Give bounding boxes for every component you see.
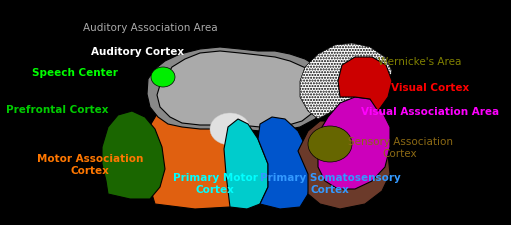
Polygon shape: [298, 122, 390, 209]
Ellipse shape: [308, 126, 352, 162]
Text: Visual Association Area: Visual Association Area: [361, 106, 499, 117]
Polygon shape: [224, 119, 268, 209]
Polygon shape: [338, 58, 392, 112]
Text: Primary Motor
Cortex: Primary Motor Cortex: [173, 173, 258, 194]
Ellipse shape: [210, 113, 250, 145]
Text: Sensory Association
Cortex: Sensory Association Cortex: [347, 137, 453, 158]
Text: Prefrontal Cortex: Prefrontal Cortex: [6, 105, 108, 115]
Text: Auditory Association Area: Auditory Association Area: [83, 23, 217, 33]
Ellipse shape: [151, 68, 175, 88]
Text: Wernicke's Area: Wernicke's Area: [378, 57, 461, 67]
Text: Motor Association
Cortex: Motor Association Cortex: [37, 153, 143, 175]
Text: Visual Cortex: Visual Cortex: [391, 83, 469, 93]
Polygon shape: [300, 44, 392, 119]
Polygon shape: [147, 48, 330, 131]
Polygon shape: [157, 52, 320, 127]
Polygon shape: [318, 98, 390, 189]
Text: Speech Center: Speech Center: [32, 68, 118, 78]
Polygon shape: [258, 117, 312, 209]
Polygon shape: [102, 112, 165, 199]
Text: Auditory Cortex: Auditory Cortex: [91, 47, 184, 57]
Text: Primary Somatosensory
Cortex: Primary Somatosensory Cortex: [260, 173, 401, 194]
Polygon shape: [145, 99, 265, 209]
